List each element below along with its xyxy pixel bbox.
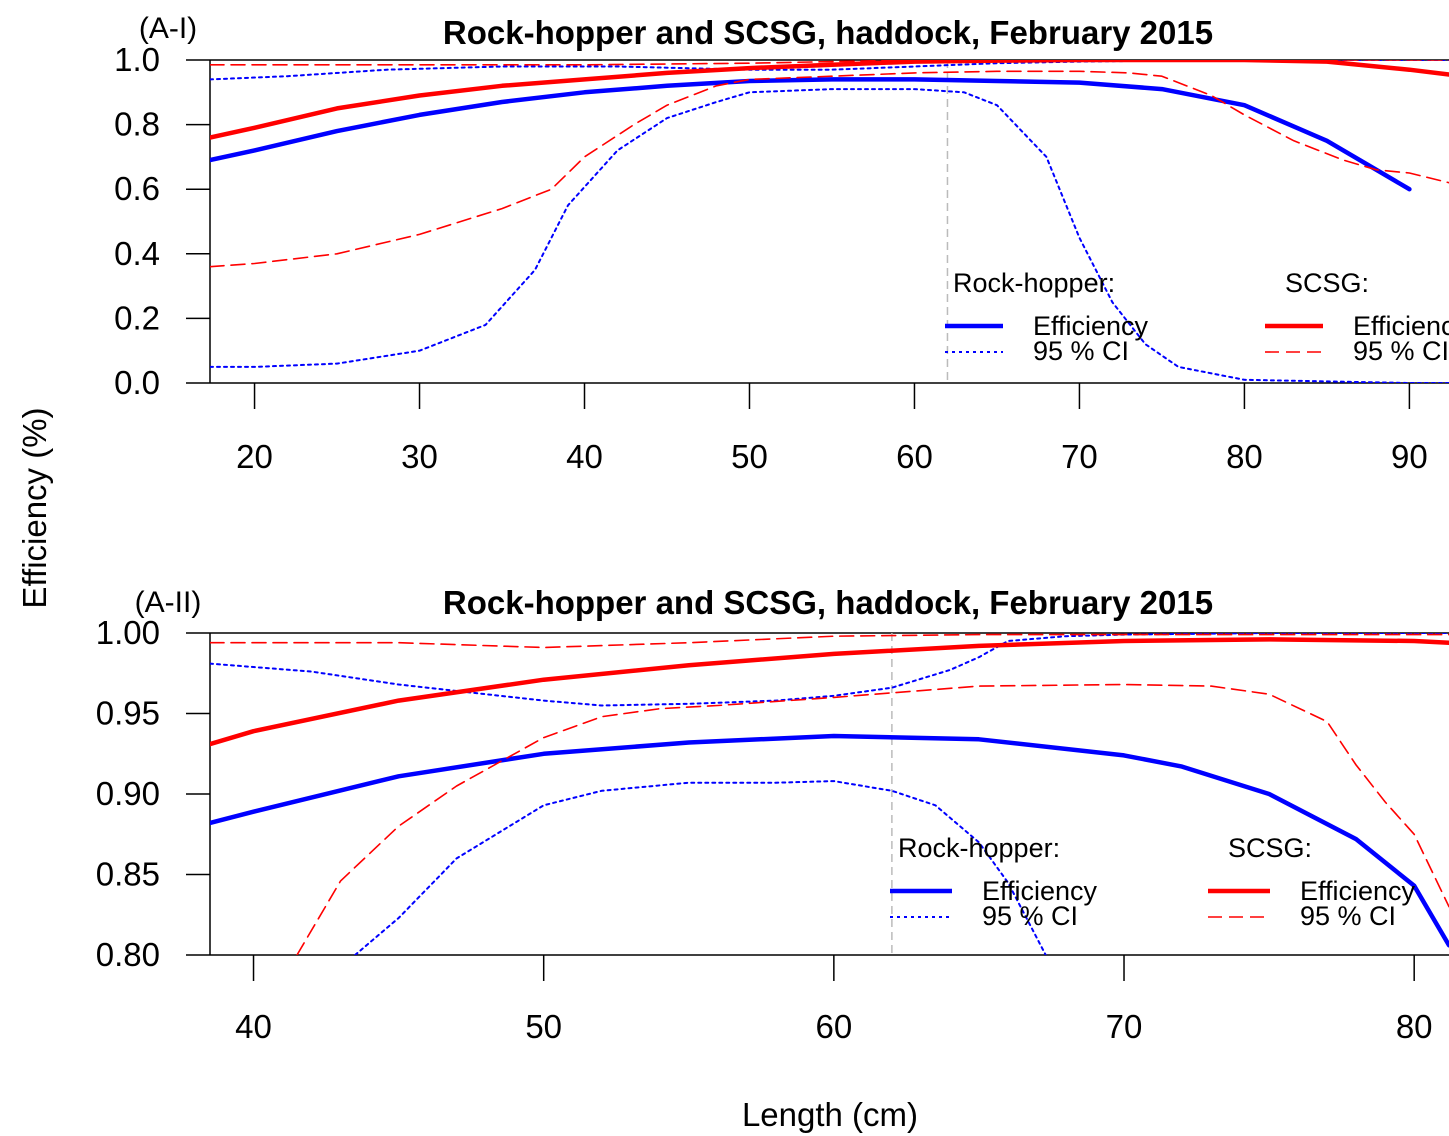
plot-area [210,633,1449,955]
panel-a-ii-tag: (A-II) [135,586,202,619]
plot-area [210,60,1449,383]
panel-a-i: (A-I) Rock-hopper and SCSG, haddock, Feb… [114,12,1449,475]
panel-a-i-tag: (A-I) [139,12,197,45]
legend-rock-hopper-ci-label: 95 % CI [982,901,1078,931]
y-tick-label: 1.00 [96,614,160,651]
panel-a-ii-title: Rock-hopper and SCSG, haddock, February … [443,584,1213,621]
legend-scsg-ci-label: 95 % CI [1353,336,1449,366]
x-tick-label: 40 [566,438,603,475]
x-tick-label: 70 [1061,438,1098,475]
x-tick-label: 50 [731,438,768,475]
rock-hopper-ci-lower-line [210,88,1449,383]
scsg-ci-upper-line [210,633,1449,649]
x-tick-label: 70 [1106,1008,1143,1045]
rock-hopper-ci-lower-line [354,780,1047,955]
scsg-ci-lower-line [210,70,1449,268]
legend-scsg-efficiency-label: Efficiency [1300,876,1416,906]
x-tick-label: 80 [1226,438,1263,475]
legend-scsg-ci-label: 95 % CI [1300,901,1396,931]
scsg-efficiency-line [210,60,1449,140]
scsg-efficiency-line [210,637,1449,747]
y-tick-label: 0.8 [114,106,160,143]
panel-a-i-title: Rock-hopper and SCSG, haddock, February … [443,14,1213,51]
panel-a-i-plot: 0.0 0.2 0.4 0.6 0.8 1.0 20 30 40 50 60 70 80 90 [114,41,1449,475]
y-tick-label: 0.90 [96,775,160,812]
y-tick-label: 0.80 [96,936,160,973]
x-tick-label: 30 [401,438,438,475]
x-tick-label: 20 [236,438,273,475]
legend-rock-hopper-ci-label: 95 % CI [1033,336,1129,366]
y-tick-label: 0.6 [114,170,160,207]
y-axis-label: Efficiency (%) [16,407,53,608]
legend-rock-hopper-efficiency-label: Efficiency [982,876,1098,906]
y-tick-label: 0.0 [114,364,160,401]
y-tick-label: 1.0 [114,41,160,78]
scsg-ci-upper-line [210,60,1449,66]
scsg-ci-lower-line [296,683,1449,955]
legend-scsg-efficiency-label: Efficiency [1353,311,1449,341]
legend-rock-hopper-title: Rock-hopper: [898,833,1060,863]
x-tick-label: 40 [235,1008,272,1045]
y-tick-label: 0.85 [96,856,160,893]
legend-rock-hopper-title: Rock-hopper: [953,268,1115,298]
x-tick-label: 60 [896,438,933,475]
rock-hopper-efficiency-line [210,733,1449,948]
panel-a-ii-plot: 0.80 0.85 0.90 0.95 1.00 40 50 60 70 80 [96,614,1449,1045]
panel-a-ii: (A-II) Rock-hopper and SCSG, haddock, Fe… [96,584,1449,1045]
x-tick-label: 60 [815,1008,852,1045]
x-axis-label: Length (cm) [742,1096,918,1133]
x-tick-label: 80 [1396,1008,1433,1045]
x-tick-label: 90 [1391,438,1428,475]
rock-hopper-efficiency-line [210,77,1412,192]
rock-hopper-ci-upper-line [210,633,1449,707]
y-tick-label: 0.4 [114,235,160,272]
legend-scsg-title: SCSG: [1228,833,1312,863]
legend-rock-hopper-efficiency-label: Efficiency [1033,311,1149,341]
legend-scsg-title: SCSG: [1285,268,1369,298]
y-tick-label: 0.95 [96,695,160,732]
x-tick-label: 50 [525,1008,562,1045]
y-tick-label: 0.2 [114,299,160,336]
